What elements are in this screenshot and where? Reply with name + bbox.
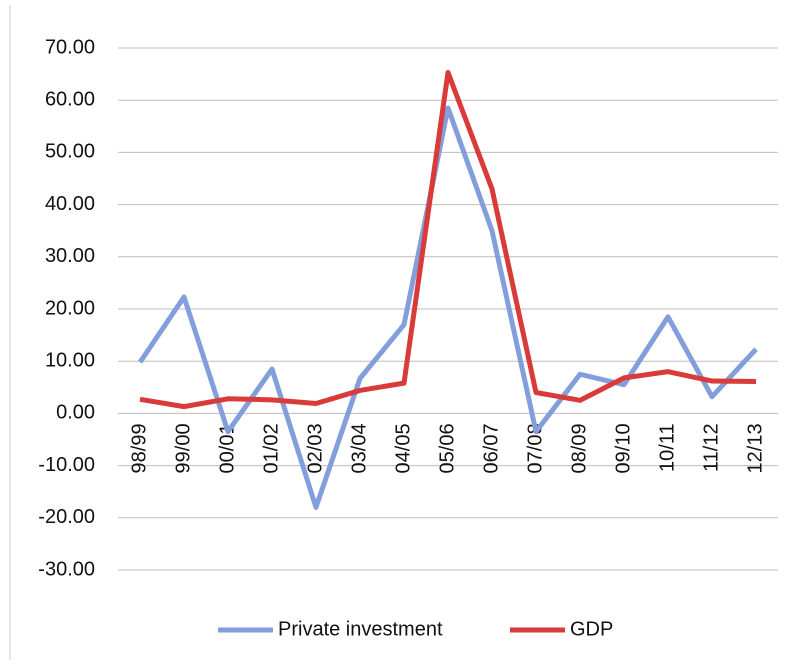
y-tick-label: 50.00 [45,141,95,163]
x-tick-label: 01/02 [260,423,282,473]
x-tick-label: 99/00 [172,423,194,473]
x-tick-label: 09/10 [612,423,634,473]
y-tick-label: 60.00 [45,88,95,110]
y-tick-label: 10.00 [45,349,95,371]
x-tick-label: 10/11 [656,423,678,472]
y-tick-label: 70.00 [45,36,95,58]
y-tick-label: 20.00 [45,297,95,319]
x-tick-label: 12/13 [744,423,766,473]
x-tick-label: 02/03 [304,423,326,473]
y-tick-label: -30.00 [38,558,95,580]
x-tick-label: 08/09 [568,423,590,473]
series-line [137,105,758,510]
x-tick-label: 11/12 [700,423,722,472]
x-tick-label: 98/99 [128,423,150,473]
y-tick-label: -10.00 [38,454,95,476]
legend-label: GDP [570,618,613,640]
x-tick-label: 03/04 [348,423,370,473]
series-line [139,70,757,410]
x-tick-label: 05/06 [436,423,458,473]
x-tick-label: 06/07 [480,423,502,473]
x-tick-label: 00/01 [216,423,238,473]
y-tick-label: 40.00 [45,193,95,215]
x-tick-label: 07/08 [524,423,546,473]
y-tick-label: -20.00 [38,506,95,528]
y-tick-label: 0.00 [56,402,95,424]
y-tick-label: 30.00 [45,245,95,267]
legend-label: Private investment [278,618,443,640]
x-tick-label: 04/05 [392,423,414,473]
